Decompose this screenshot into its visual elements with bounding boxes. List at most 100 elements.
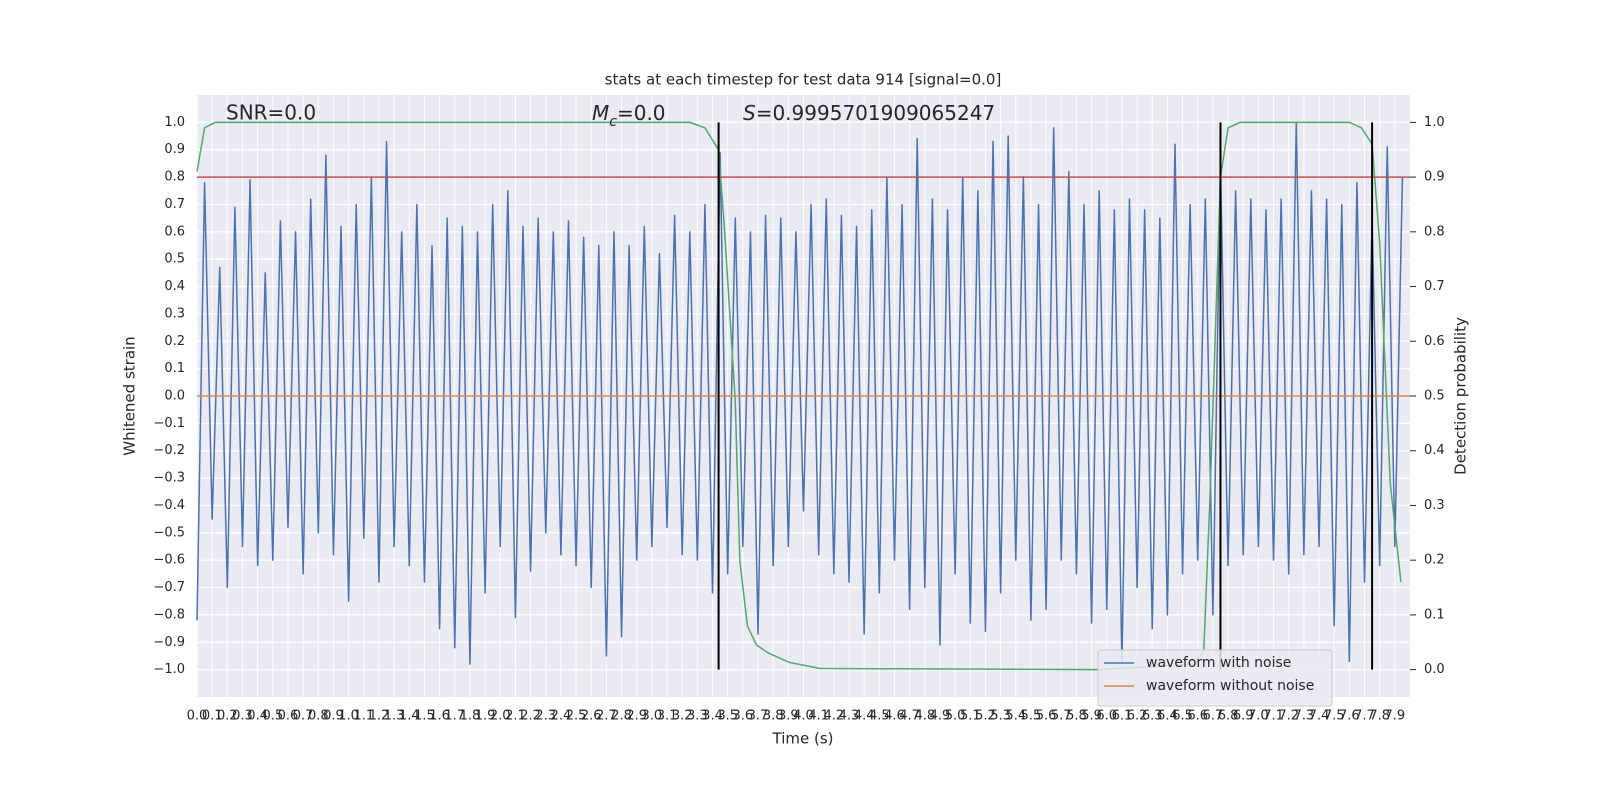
x-tick-label: 3.4 [702,709,723,724]
y-tick-label: 0.6 [164,224,185,239]
x-tick-label: 1.7 [444,709,465,724]
x-tick-label: 6.7 [1203,709,1224,724]
y2-tick-label: 0.3 [1424,498,1445,513]
x-tick-label: 5.0 [945,709,966,724]
x-tick-label: 3.8 [763,709,784,724]
x-tick-label: 1.6 [429,709,450,724]
y-tick-label: 0.8 [164,170,185,185]
x-tick-label: 3.5 [717,709,738,724]
x-tick-label: 5.2 [975,709,996,724]
x-tick-label: 7.5 [1324,709,1345,724]
y-tick-label: 0.5 [164,252,185,267]
y2-tick-label: 0.6 [1424,334,1445,349]
y-tick-label: −0.1 [153,416,185,431]
y-tick-label: 1.0 [164,115,185,130]
grid: 0.00.10.20.30.40.50.60.70.80.91.01.11.21… [153,95,1445,724]
y-tick-label: −1.0 [153,662,185,677]
x-tick-label: 7.3 [1294,709,1315,724]
x-tick-label: 5.4 [1005,709,1026,724]
y-tick-label: 0.9 [164,142,185,157]
x-tick-label: 5.3 [990,709,1011,724]
x-tick-label: 7.0 [1248,709,1269,724]
y2-tick-label: 0.4 [1424,443,1445,458]
x-tick-label: 5.8 [1066,709,1087,724]
x-tick-label: 5.7 [1051,709,1072,724]
y-tick-label: 0.7 [164,197,185,212]
x-tick-label: 1.2 [369,709,390,724]
x-tick-label: 1.0 [338,709,359,724]
x-tick-label: 5.9 [1081,709,1102,724]
chart-title: stats at each timestep for test data 914… [605,71,1002,89]
x-tick-label: 0.2 [217,709,238,724]
x-tick-label: 4.3 [839,709,860,724]
x-tick-label: 6.9 [1233,709,1254,724]
y-axis-label: Whitened strain [121,336,139,455]
y-tick-label: −0.9 [153,635,185,650]
y-tick-label: 0.2 [164,334,185,349]
x-tick-label: 3.7 [748,709,769,724]
x-tick-label: 6.6 [1187,709,1208,724]
x-tick-label: 0.3 [232,709,253,724]
y-tick-label: −0.4 [153,498,185,513]
x-tick-label: 1.3 [384,709,405,724]
x-tick-label: 5.6 [1036,709,1057,724]
x-tick-label: 4.7 [899,709,920,724]
x-tick-label: 0.6 [278,709,299,724]
y-tick-label: −0.8 [153,607,185,622]
x-tick-label: 4.9 [930,709,951,724]
legend-label: waveform without noise [1146,678,1314,694]
marks [196,121,1410,671]
legend-label: waveform with noise [1146,655,1291,671]
annotation-text: =0.9995701909065247 [756,101,995,125]
x-tick-label: 0.1 [202,709,223,724]
legend: waveform with noise waveform without nois… [1097,649,1333,707]
x-tick-label: 1.9 [475,709,496,724]
x-tick-label: 3.9 [778,709,799,724]
annotation: S=0.9995701909065247 [743,101,995,125]
x-tick-label: 1.5 [414,709,435,724]
x-tick-label: 6.8 [1218,709,1239,724]
legend-box [1097,649,1333,707]
x-tick-label: 2.1 [505,709,526,724]
series-line [196,121,1404,665]
x-axis-label: Time (s) [772,730,834,748]
x-tick-label: 3.1 [657,709,678,724]
x-tick-label: 7.1 [1263,709,1284,724]
y-tick-label: −0.3 [153,471,185,486]
x-tick-label: 6.5 [1172,709,1193,724]
x-tick-label: 1.8 [460,709,481,724]
x-tick-label: 4.2 [823,709,844,724]
x-tick-label: 4.0 [793,709,814,724]
x-tick-label: 3.6 [733,709,754,724]
x-tick-label: 3.0 [642,709,663,724]
annotation-text: =0.0 [617,101,666,125]
x-tick-label: 5.1 [960,709,981,724]
x-tick-label: 7.4 [1309,709,1330,724]
y-tick-label: 0.1 [164,361,185,376]
y-tick-label: −0.2 [153,443,185,458]
x-tick-label: 7.8 [1369,709,1390,724]
x-tick-label: 4.5 [869,709,890,724]
x-tick-label: 3.3 [687,709,708,724]
y-tick-label: 0.4 [164,279,185,294]
x-tick-label: 7.6 [1339,709,1360,724]
x-tick-label: 6.0 [1096,709,1117,724]
y2-tick-label: 0.9 [1424,170,1445,185]
y2-tick-label: 0.0 [1424,662,1445,677]
annotation-subscript: c [609,114,617,130]
x-tick-label: 2.7 [596,709,617,724]
y2-tick-label: 0.8 [1424,224,1445,239]
y2-tick-label: 0.7 [1424,279,1445,294]
x-tick-label: 6.1 [1112,709,1133,724]
x-tick-label: 3.2 [672,709,693,724]
y-tick-label: −0.5 [153,525,185,540]
x-tick-label: 2.0 [490,709,511,724]
x-tick-label: 6.4 [1157,709,1178,724]
x-tick-label: 2.9 [626,709,647,724]
x-tick-label: 5.5 [1021,709,1042,724]
y-tick-label: −0.6 [153,553,185,568]
annotation-symbol: M [592,101,609,125]
y-tick-label: 0.0 [164,389,185,404]
y2-axis-label: Detection probability [1452,317,1470,475]
